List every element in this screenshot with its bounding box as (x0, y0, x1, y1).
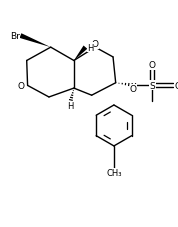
Text: O: O (92, 40, 99, 49)
Polygon shape (74, 46, 87, 61)
Text: O: O (174, 81, 178, 91)
Text: CH₃: CH₃ (106, 168, 122, 177)
Text: H: H (87, 43, 94, 52)
Text: S: S (149, 81, 155, 91)
Text: H: H (67, 102, 74, 111)
Text: O: O (149, 61, 156, 70)
Text: Br: Br (10, 32, 20, 41)
Text: O: O (17, 81, 24, 91)
Polygon shape (20, 34, 51, 48)
Text: O: O (130, 85, 137, 94)
